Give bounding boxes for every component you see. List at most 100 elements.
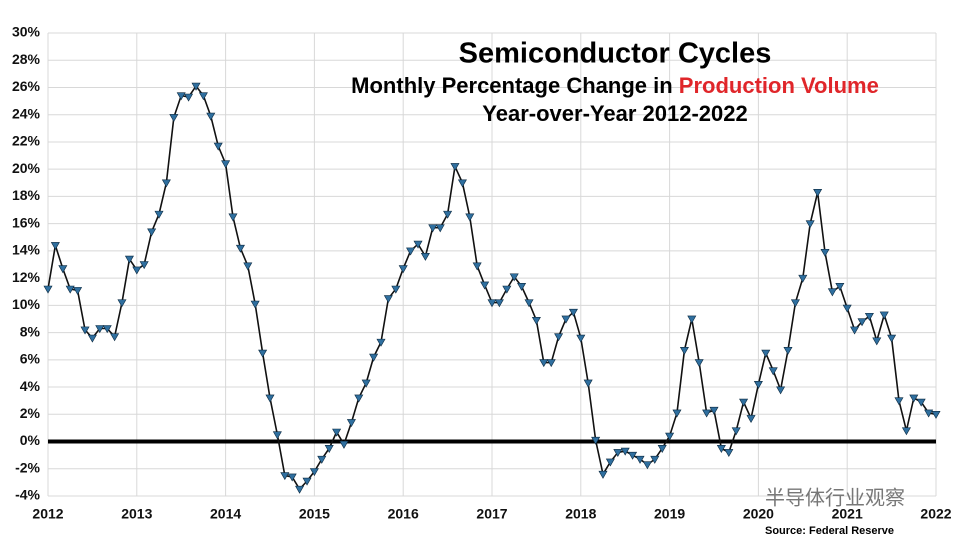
data-point bbox=[739, 398, 749, 407]
y-tick-label: 12% bbox=[12, 269, 41, 285]
data-point bbox=[324, 445, 334, 453]
y-tick-label: 30% bbox=[12, 24, 41, 40]
data-point bbox=[783, 346, 793, 355]
data-point bbox=[169, 114, 179, 123]
data-point bbox=[472, 262, 482, 271]
data-point bbox=[235, 244, 245, 253]
subtitle-line: Year-over-Year 2012-2022 bbox=[482, 101, 747, 126]
data-point bbox=[480, 281, 490, 290]
data-point bbox=[465, 213, 475, 222]
data-point bbox=[398, 265, 408, 274]
data-point bbox=[887, 334, 897, 343]
data-point bbox=[835, 282, 845, 291]
x-tick-label: 2022 bbox=[920, 506, 951, 522]
data-point bbox=[332, 428, 342, 437]
data-point bbox=[613, 449, 623, 458]
x-tick-label: 2017 bbox=[476, 506, 507, 522]
data-point bbox=[376, 338, 386, 347]
data-point bbox=[879, 311, 889, 320]
data-point bbox=[147, 228, 157, 237]
data-point bbox=[443, 210, 453, 219]
data-point bbox=[265, 394, 275, 403]
data-point bbox=[191, 82, 201, 91]
y-tick-label: 24% bbox=[12, 105, 41, 121]
x-tick-label: 2013 bbox=[121, 506, 152, 522]
data-point bbox=[583, 379, 593, 388]
grid: -4% -2% 0% 2% 4% 6% 8% 10% 12% 14% 16% 18% 20% 22% 24%… bbox=[12, 24, 952, 522]
x-tick-label: 2015 bbox=[299, 506, 330, 522]
data-point bbox=[776, 386, 786, 395]
data-point bbox=[620, 447, 630, 456]
subtitle-highlight: Production Volume bbox=[679, 73, 879, 98]
data-point bbox=[864, 312, 874, 321]
data-point bbox=[124, 255, 134, 264]
data-point bbox=[761, 349, 771, 358]
data-point bbox=[420, 253, 430, 261]
data-point bbox=[687, 315, 697, 324]
data-point bbox=[43, 285, 53, 294]
data-point bbox=[694, 359, 704, 368]
data-point bbox=[672, 409, 682, 418]
y-tick-label: 20% bbox=[12, 160, 41, 176]
x-tick-label: 2018 bbox=[565, 506, 596, 522]
data-point bbox=[746, 415, 756, 423]
data-point bbox=[361, 379, 371, 388]
data-point bbox=[50, 242, 60, 251]
data-point bbox=[842, 304, 852, 313]
data-point bbox=[317, 455, 327, 464]
y-tick-label: 0% bbox=[20, 432, 41, 448]
data-point bbox=[391, 285, 401, 294]
x-tick-label: 2012 bbox=[32, 506, 63, 522]
x-tick-label: 2014 bbox=[210, 506, 241, 522]
x-tick-label: 2016 bbox=[388, 506, 419, 522]
data-point bbox=[287, 473, 297, 482]
data-point bbox=[80, 326, 90, 335]
data-point bbox=[354, 394, 364, 403]
data-point bbox=[665, 432, 675, 441]
y-tick-label: 14% bbox=[12, 242, 41, 258]
data-point bbox=[539, 359, 549, 368]
data-point bbox=[724, 449, 734, 458]
data-point bbox=[716, 445, 726, 453]
data-point bbox=[753, 381, 763, 389]
data-point bbox=[213, 142, 223, 151]
data-point bbox=[494, 299, 504, 308]
data-point bbox=[457, 179, 467, 188]
data-point bbox=[546, 359, 556, 368]
data-point bbox=[850, 326, 860, 335]
y-tick-label: 6% bbox=[20, 351, 41, 367]
subtitle: Monthly Percentage Change in Production … bbox=[351, 73, 879, 98]
subtitle-prefix: Monthly Percentage Change in bbox=[351, 73, 679, 98]
y-tick-label: 26% bbox=[12, 78, 41, 94]
data-point bbox=[198, 92, 208, 101]
data-point bbox=[65, 285, 75, 294]
data-point bbox=[768, 367, 778, 376]
data-point bbox=[805, 220, 815, 229]
data-point bbox=[383, 295, 393, 304]
data-point bbox=[139, 261, 149, 270]
data-point bbox=[176, 92, 186, 101]
data-point bbox=[161, 179, 171, 188]
data-point bbox=[280, 472, 290, 481]
data-point bbox=[184, 93, 194, 102]
data-point bbox=[531, 317, 541, 325]
data-point bbox=[709, 406, 719, 415]
data-point bbox=[916, 398, 926, 407]
data-point bbox=[406, 247, 416, 256]
data-point bbox=[258, 349, 268, 358]
data-point bbox=[132, 266, 142, 275]
data-point bbox=[598, 470, 608, 479]
data-point bbox=[561, 315, 571, 324]
y-tick-label: 18% bbox=[12, 187, 41, 203]
y-tick-label: 10% bbox=[12, 296, 41, 312]
data-point bbox=[502, 285, 512, 294]
data-point bbox=[517, 282, 527, 291]
data-point bbox=[95, 325, 105, 334]
y-tick-label: -4% bbox=[15, 487, 40, 503]
data-point bbox=[591, 436, 601, 445]
plot bbox=[43, 82, 941, 494]
y-tick-label: 4% bbox=[20, 378, 41, 394]
x-tick-label: 2020 bbox=[743, 506, 774, 522]
data-point bbox=[73, 287, 83, 295]
